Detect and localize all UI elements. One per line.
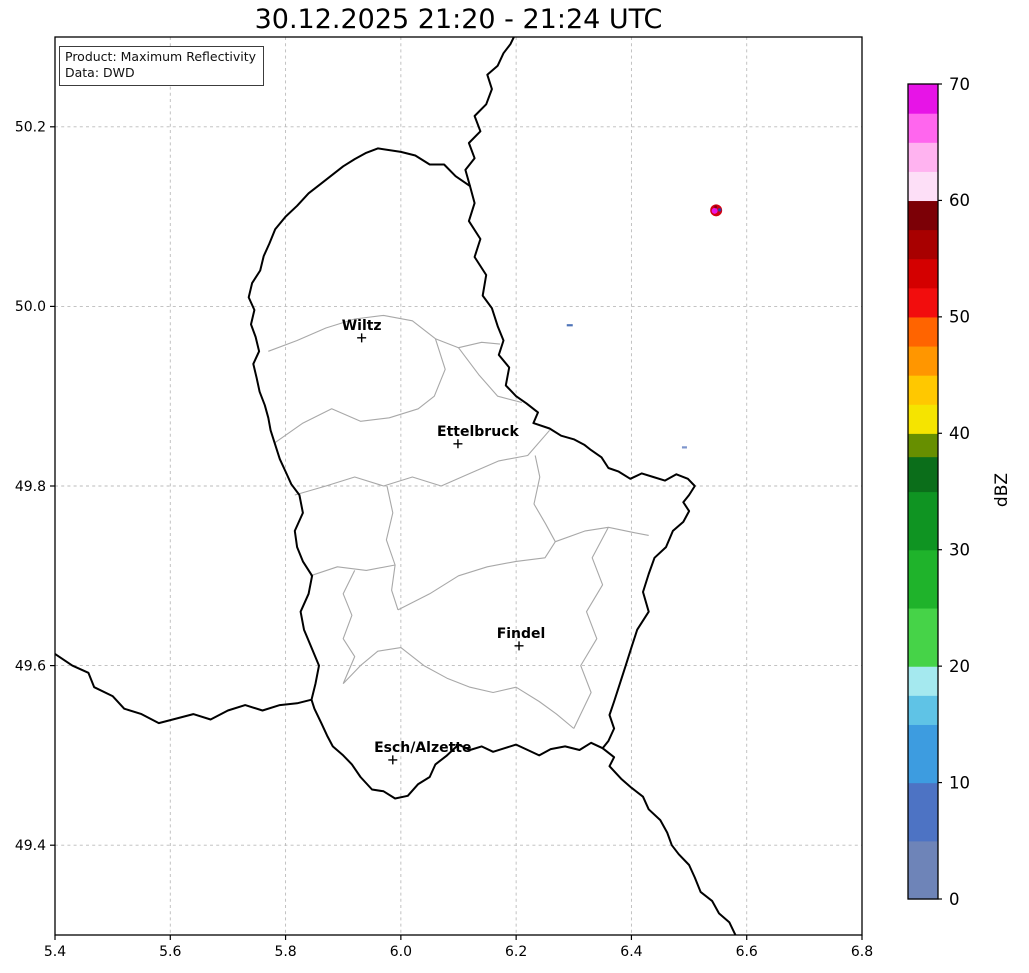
x-tick-label: 5.6 bbox=[159, 944, 181, 960]
y-tick-label: 49.8 bbox=[15, 479, 46, 495]
city-marker bbox=[514, 641, 524, 651]
colorbar-segment bbox=[908, 404, 938, 434]
district-border bbox=[294, 429, 551, 496]
colorbar-segment bbox=[908, 433, 938, 458]
district-border bbox=[274, 338, 446, 444]
x-tick-label: 6.2 bbox=[505, 944, 527, 960]
district-border bbox=[533, 455, 556, 542]
city-marker bbox=[357, 333, 367, 343]
colorbar-segment bbox=[908, 607, 938, 667]
city-label: Wiltz bbox=[342, 318, 382, 334]
district-border bbox=[385, 485, 399, 611]
colorbar-tick-label: 50 bbox=[949, 308, 970, 327]
colorbar-segment bbox=[908, 84, 938, 114]
colorbar-frame bbox=[907, 83, 939, 900]
colorbar-tick-label: 60 bbox=[949, 191, 970, 210]
radar-echo-cell bbox=[714, 205, 718, 209]
colorbar-segment bbox=[908, 724, 938, 784]
colorbar-segment bbox=[908, 142, 938, 172]
city-marker bbox=[388, 755, 398, 765]
colorbar-segment bbox=[908, 287, 938, 318]
weak-echo bbox=[566, 324, 573, 327]
y-tick-label: 49.4 bbox=[15, 838, 46, 854]
colorbar-segment bbox=[908, 229, 938, 260]
colorbar-segment bbox=[908, 491, 938, 551]
plot-area: Wiltz Ettelbruck Findel Esch/Alzette bbox=[55, 37, 862, 935]
x-tick-label: 5.8 bbox=[274, 944, 296, 960]
radar-echo-cell bbox=[717, 208, 722, 212]
country-border-belgium-germany bbox=[464, 37, 516, 188]
colorbar-segment bbox=[908, 316, 938, 347]
colorbar-segment bbox=[908, 782, 938, 842]
district-border bbox=[397, 526, 649, 611]
country-border-france-belgium bbox=[55, 652, 313, 725]
city-marker bbox=[453, 439, 463, 449]
colorbar-segment bbox=[908, 375, 938, 405]
colorbar-segment bbox=[908, 258, 938, 289]
x-tick-label: 6.0 bbox=[390, 944, 412, 960]
colorbar: 0 10 20 30 40 50 60 70 bbox=[907, 75, 970, 909]
colorbar-tick-label: 20 bbox=[949, 657, 970, 676]
colorbar-segment bbox=[908, 549, 938, 609]
x-tick-label: 6.6 bbox=[736, 944, 758, 960]
country-border-france-germany bbox=[601, 747, 737, 935]
colorbar-segment bbox=[908, 456, 938, 493]
colorbar-tick-label: 0 bbox=[949, 890, 960, 909]
colorbar-tick-label: 40 bbox=[949, 424, 970, 443]
colorbar-segment bbox=[908, 345, 938, 376]
colorbar-segment bbox=[908, 840, 938, 900]
weak-echo bbox=[681, 446, 687, 449]
district-border bbox=[458, 347, 523, 404]
info-data-source-line: Data: DWD bbox=[65, 65, 135, 80]
figure-title: 30.12.2025 21:20 - 21:24 UTC bbox=[254, 4, 663, 35]
y-tick-label: 49.6 bbox=[15, 658, 46, 674]
district-border bbox=[342, 570, 356, 684]
city-label: Esch/Alzette bbox=[374, 740, 471, 756]
district-border bbox=[573, 527, 609, 729]
info-box: Product: Maximum Reflectivity Data: DWD bbox=[59, 46, 265, 86]
colorbar-tick-label: 30 bbox=[949, 541, 970, 560]
y-tick-label: 50.0 bbox=[15, 299, 46, 315]
district-border bbox=[342, 647, 575, 729]
x-tick-label: 5.4 bbox=[44, 944, 66, 960]
colorbar-axis-label: dBZ bbox=[992, 472, 1012, 508]
colorbar-segment bbox=[908, 666, 938, 696]
info-product-line: Product: Maximum Reflectivity bbox=[65, 49, 257, 64]
country-border-luxembourg bbox=[247, 147, 696, 800]
colorbar-segment bbox=[908, 695, 938, 725]
district-border bbox=[268, 314, 501, 352]
colorbar-tick-label: 10 bbox=[949, 773, 970, 792]
district-border bbox=[310, 564, 396, 577]
city-label: Ettelbruck bbox=[437, 424, 519, 440]
colorbar-segment bbox=[908, 113, 938, 143]
y-tick-label: 50.2 bbox=[15, 120, 46, 136]
colorbar-tick-label: 70 bbox=[949, 75, 970, 94]
city-label: Findel bbox=[497, 626, 546, 642]
radar-echo-cell bbox=[711, 207, 718, 214]
colorbar-segment bbox=[908, 200, 938, 231]
colorbar-segment bbox=[908, 171, 938, 202]
x-tick-label: 6.4 bbox=[620, 944, 642, 960]
x-tick-label: 6.8 bbox=[851, 944, 873, 960]
